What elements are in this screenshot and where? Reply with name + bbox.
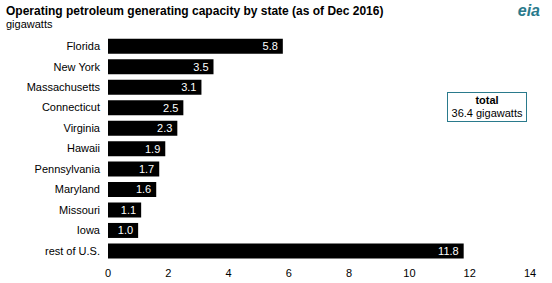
svg-text:12: 12 <box>464 267 476 279</box>
svg-text:0: 0 <box>105 267 111 279</box>
svg-text:Pennsylvania: Pennsylvania <box>35 163 101 175</box>
svg-text:Missouri: Missouri <box>59 204 100 216</box>
html-text:total: total <box>475 94 499 106</box>
svg-text:1.0: 1.0 <box>118 224 133 236</box>
svg-text:Virginia: Virginia <box>64 122 101 134</box>
html-text:36.4 gigawatts: 36.4 gigawatts <box>451 107 523 119</box>
svg-text:Iowa: Iowa <box>77 224 101 236</box>
svg-text:11.8: 11.8 <box>438 245 459 257</box>
svg-text:2.3: 2.3 <box>157 122 172 134</box>
svg-text:14: 14 <box>524 267 536 279</box>
svg-text:4: 4 <box>226 267 232 279</box>
svg-text:1.6: 1.6 <box>136 183 151 195</box>
svg-text:2.5: 2.5 <box>163 102 178 114</box>
svg-text:10: 10 <box>403 267 415 279</box>
svg-text:Hawaii: Hawaii <box>67 142 100 154</box>
html-text:eia: eia <box>517 2 540 19</box>
html-text:Operating petroleum generating: Operating petroleum generating capacity … <box>6 4 384 18</box>
svg-text:Florida: Florida <box>66 40 101 52</box>
svg-text:1.7: 1.7 <box>139 163 154 175</box>
svg-text:3.1: 3.1 <box>181 81 196 93</box>
svg-text:3.5: 3.5 <box>193 61 208 73</box>
svg-text:New York: New York <box>54 61 101 73</box>
svg-text:Massachusetts: Massachusetts <box>27 81 101 93</box>
svg-text:1.1: 1.1 <box>121 204 136 216</box>
svg-text:6: 6 <box>286 267 292 279</box>
svg-text:2: 2 <box>165 267 171 279</box>
svg-text:8: 8 <box>346 267 352 279</box>
svg-text:rest of U.S.: rest of U.S. <box>45 245 100 257</box>
svg-text:Maryland: Maryland <box>55 183 100 195</box>
html-text:gigawatts: gigawatts <box>6 18 53 30</box>
svg-text:5.8: 5.8 <box>263 40 278 52</box>
svg-text:Connecticut: Connecticut <box>42 101 100 113</box>
svg-text:1.9: 1.9 <box>145 143 160 155</box>
